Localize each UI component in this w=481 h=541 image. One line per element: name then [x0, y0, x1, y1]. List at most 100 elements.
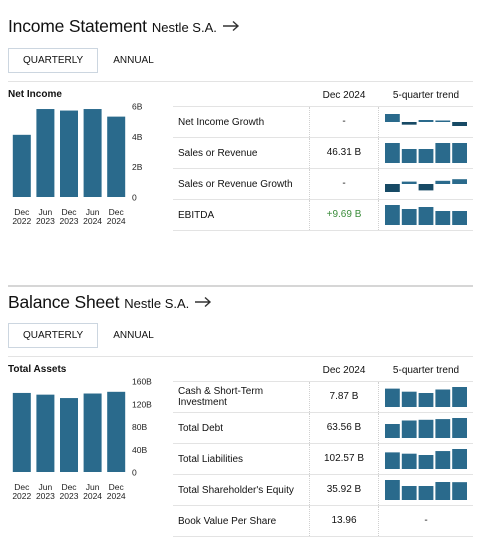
trend-chart — [385, 143, 467, 163]
balance-period-tabs: QUARTERLY ANNUAL — [8, 323, 169, 348]
x-tick-label: Dec — [61, 482, 77, 492]
trend-bar — [385, 143, 400, 163]
row-label: Total Liabilities — [178, 453, 244, 465]
row-label: Sales or Revenue — [178, 147, 258, 159]
income-table: Dec 2024 5-quarter trend Net Income Grow… — [173, 85, 473, 231]
row-label: Total Shareholder's Equity — [178, 484, 294, 496]
trend-chart — [385, 387, 467, 407]
row-value: 102.57 B — [309, 444, 379, 474]
row-label: Sales or Revenue Growth — [178, 178, 293, 190]
tab-quarterly[interactable]: QUARTERLY — [8, 48, 99, 73]
row-trend — [379, 169, 473, 199]
tab-annual[interactable]: ANNUAL — [113, 55, 154, 66]
trend-chart — [385, 418, 467, 438]
table-row[interactable]: Cash & Short-Term Investment 7.87 B — [173, 382, 473, 413]
x-tick-label: Dec — [109, 482, 125, 492]
table-row[interactable]: Sales or Revenue 46.31 B — [173, 138, 473, 169]
row-value: - — [309, 169, 379, 199]
bar[interactable] — [107, 391, 126, 472]
y-tick-label: 160B — [132, 377, 152, 387]
row-trend — [379, 382, 473, 412]
trend-bar — [385, 452, 400, 469]
bar[interactable] — [12, 134, 31, 197]
arrow-right-icon[interactable] — [194, 296, 212, 308]
y-tick-label: 40B — [132, 445, 147, 455]
row-trend — [379, 444, 473, 474]
row-value: 35.92 B — [309, 475, 379, 505]
trend-chart — [385, 480, 467, 500]
x-tick-label: 2024 — [83, 216, 102, 226]
row-label: Book Value Per Share — [178, 515, 277, 527]
y-tick-label: 6B — [132, 102, 143, 112]
row-trend — [379, 200, 473, 230]
bar[interactable] — [36, 109, 55, 197]
table-row[interactable]: Total Debt 63.56 B — [173, 413, 473, 444]
bar[interactable] — [83, 393, 102, 472]
bar[interactable] — [60, 398, 78, 472]
table-row[interactable]: Total Liabilities 102.57 B — [173, 444, 473, 475]
arrow-right-icon[interactable] — [222, 20, 240, 32]
trend-bar — [385, 205, 400, 225]
trend-bar — [418, 486, 434, 500]
trend-bar — [401, 209, 417, 225]
table-row[interactable]: Total Shareholder's Equity 35.92 B — [173, 475, 473, 506]
y-tick-label: 4B — [132, 132, 143, 142]
trend-bar — [452, 122, 467, 126]
trend-bar — [452, 482, 467, 500]
x-tick-label: 2023 — [60, 216, 79, 226]
trend-bar — [401, 149, 417, 163]
section-title: Balance Sheet — [8, 292, 120, 312]
trend-bar — [401, 486, 417, 500]
trend-bar — [418, 184, 434, 191]
income-period-tabs: QUARTERLY ANNUAL — [8, 48, 169, 73]
row-trend — [379, 413, 473, 443]
y-tick-label: 0 — [132, 193, 137, 203]
trend-bar — [401, 122, 417, 125]
chart-label: Net Income — [8, 89, 62, 100]
bar[interactable] — [36, 394, 55, 472]
trend-bar — [418, 455, 434, 469]
row-trend: - — [424, 515, 428, 526]
x-tick-label: Jun — [86, 482, 100, 492]
trend-bar — [435, 180, 451, 184]
x-tick-label: Dec — [14, 207, 30, 217]
table-row[interactable]: EBITDA +9.69 B — [173, 200, 473, 231]
y-tick-label: 120B — [132, 399, 152, 409]
bar[interactable] — [12, 392, 31, 472]
x-tick-label: 2024 — [83, 491, 102, 501]
trend-bar — [435, 120, 451, 122]
balance-table: Dec 2024 5-quarter trend Cash & Short-Te… — [173, 360, 473, 537]
balance-sheet-heading[interactable]: Balance Sheet Nestle S.A. — [8, 292, 212, 313]
trend-bar — [385, 424, 400, 438]
row-trend — [379, 138, 473, 168]
table-header: Dec 2024 5-quarter trend — [173, 360, 473, 382]
row-value: 7.87 B — [309, 382, 379, 412]
trend-bar — [401, 181, 417, 184]
trend-bar — [401, 453, 417, 469]
row-label: EBITDA — [178, 209, 215, 221]
bar[interactable] — [107, 116, 126, 197]
table-row[interactable]: Net Income Growth - — [173, 107, 473, 138]
x-tick-label: 2023 — [36, 491, 55, 501]
tab-quarterly[interactable]: QUARTERLY — [8, 323, 99, 348]
row-label: Total Debt — [178, 422, 224, 434]
row-label: Net Income Growth — [178, 116, 265, 128]
bar[interactable] — [60, 110, 78, 197]
company-name: Nestle S.A. — [151, 20, 217, 35]
trend-bar — [452, 179, 467, 184]
table-row[interactable]: Book Value Per Share 13.96 - — [173, 506, 473, 537]
row-value: 63.56 B — [309, 413, 379, 443]
row-value: 13.96 — [309, 506, 379, 536]
trend-chart — [385, 114, 467, 126]
row-label: Cash & Short-Term Investment — [178, 386, 264, 408]
bar[interactable] — [83, 109, 102, 197]
tab-annual[interactable]: ANNUAL — [113, 330, 154, 341]
section-divider — [8, 285, 473, 287]
income-statement-heading[interactable]: Income Statement Nestle S.A. — [8, 16, 240, 37]
company-name: Nestle S.A. — [124, 296, 190, 311]
trend-bar — [452, 211, 467, 225]
trend-bar — [435, 419, 451, 438]
trend-bar — [385, 480, 400, 500]
table-row[interactable]: Sales or Revenue Growth - — [173, 169, 473, 200]
trend-bar — [452, 449, 467, 469]
